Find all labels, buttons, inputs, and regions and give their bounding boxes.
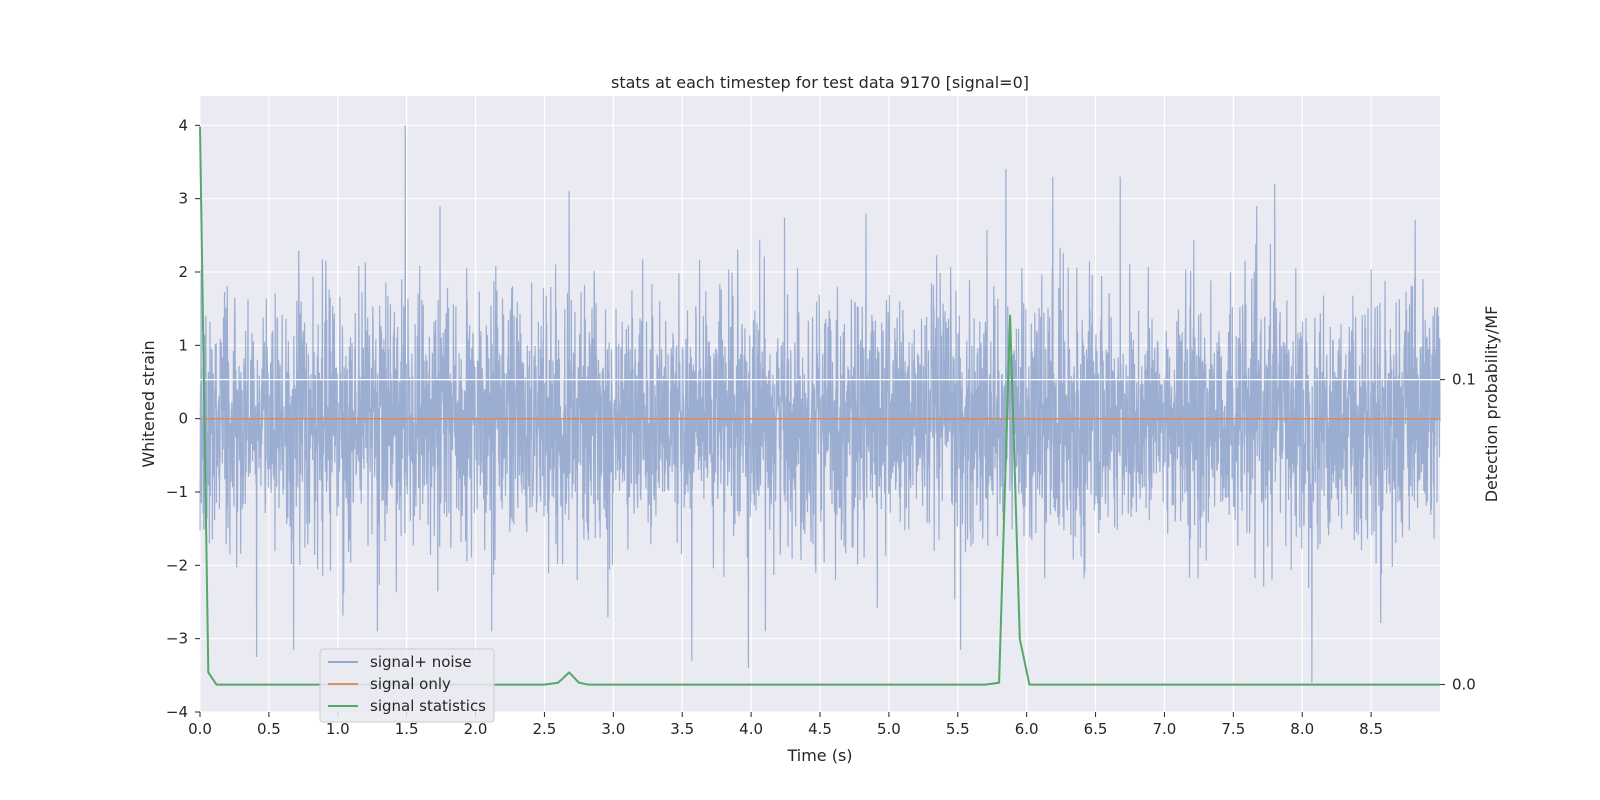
series-layer	[199, 125, 1441, 686]
x-tick-label: 2.5	[533, 720, 557, 738]
chart-title: stats at each timestep for test data 917…	[611, 73, 1029, 92]
y-tick-label: 1	[178, 336, 188, 354]
x-tick-label: 3.5	[670, 720, 694, 738]
x-tick-label: 0.5	[257, 720, 281, 738]
y-right-tick-label: 0.0	[1452, 676, 1476, 694]
y-tick-label: 3	[178, 190, 188, 208]
x-tick-label: 7.5	[1221, 720, 1245, 738]
x-tick-label: 2.0	[464, 720, 488, 738]
legend-label-signal-only: signal only	[370, 675, 451, 693]
y-axis: 4 3 2 1 0 −1 −2 −3 −4	[166, 116, 200, 721]
y-tick-label: −1	[166, 483, 188, 501]
x-tick-label: 1.5	[395, 720, 419, 738]
legend-box	[319, 648, 495, 723]
y-tick-label: 0	[178, 410, 188, 428]
legend: signal+ noise signal only signal statist…	[319, 648, 495, 723]
y-axis-right-label: Detection probability/MF	[1482, 306, 1501, 503]
y-tick-label: −2	[166, 556, 188, 574]
legend-label-signal-statistics: signal statistics	[370, 697, 486, 715]
y-axis-right: 0.1 0.0	[1440, 371, 1476, 694]
x-tick-label: 5.0	[877, 720, 901, 738]
y-tick-label: 4	[178, 116, 188, 134]
x-tick-label: 5.5	[946, 720, 970, 738]
series-signal-noise-line	[199, 125, 1441, 683]
x-tick-label: 6.5	[1084, 720, 1108, 738]
y-right-tick-label: 0.1	[1452, 371, 1476, 389]
x-tick-label: 8.5	[1359, 720, 1383, 738]
x-tick-label: 4.5	[808, 720, 832, 738]
y-tick-label: −3	[166, 630, 188, 648]
x-tick-label: 7.0	[1153, 720, 1177, 738]
x-tick-label: 6.0	[1015, 720, 1039, 738]
y-axis-label: Whitened strain	[139, 340, 158, 467]
x-tick-label: 0.0	[188, 720, 212, 738]
x-tick-label: 4.0	[739, 720, 763, 738]
series-signal-statistics-line	[199, 126, 1440, 686]
x-tick-label: 1.0	[326, 720, 350, 738]
x-tick-label: 3.0	[601, 720, 625, 738]
x-axis: 0.0 0.5 1.0 1.5 2.0 2.5 3.0 3.5 4.0 4.5 5.0 5.5 6.0 6…	[188, 712, 1383, 738]
y-tick-label: 2	[178, 263, 188, 281]
x-tick-label: 8.0	[1290, 720, 1314, 738]
legend-label-signal-noise: signal+ noise	[370, 653, 472, 671]
x-axis-label: Time (s)	[786, 746, 852, 765]
y-tick-label: −4	[166, 703, 188, 721]
